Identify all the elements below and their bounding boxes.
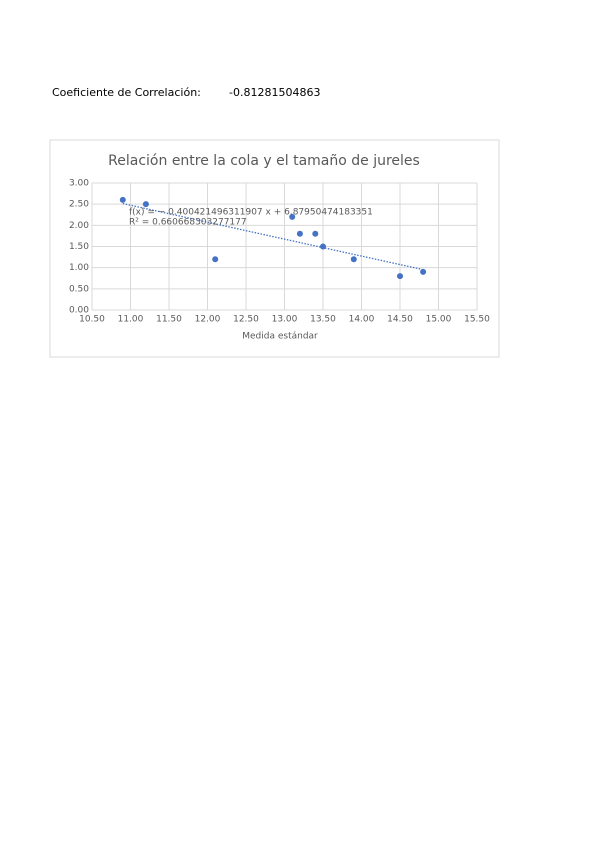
x-tick-label: 13.00 [272, 315, 298, 325]
chart-frame [49, 139, 500, 358]
y-tick-label: 3.00 [69, 179, 89, 189]
corr-value: -0.81281504863 [229, 86, 320, 99]
y-tick-label: 0.50 [69, 284, 89, 294]
y-tick-label: 2.50 [69, 200, 89, 210]
y-tick-label: 1.00 [69, 263, 89, 273]
x-tick-label: 14.00 [349, 315, 375, 325]
trend-equation: f(x) = − 0.400421496311907 x + 6.8795047… [129, 208, 373, 218]
point [350, 256, 357, 263]
y-tick-label: 0.00 [69, 306, 89, 316]
point [289, 213, 296, 220]
corr-label: Coeficiente de Correlación: [52, 86, 201, 99]
point [420, 268, 427, 275]
point [142, 201, 149, 208]
y-tick-label: 2.00 [69, 221, 89, 231]
x-tick-label: 15.00 [426, 315, 452, 325]
x-tick-label: 11.00 [118, 315, 144, 325]
chart-title: Relación entre la cola y el tamaño de ju… [108, 153, 420, 169]
point [397, 273, 403, 280]
y-tick-label: 1.50 [69, 242, 89, 252]
x-tick-label: 12.50 [233, 315, 259, 325]
point [320, 243, 326, 250]
x-tick-label: 10.50 [79, 315, 105, 325]
x-tick-label: 15.50 [464, 315, 490, 325]
x-axis-label: Medida estándar [242, 332, 318, 342]
point [119, 196, 126, 203]
x-tick-label: 13.50 [310, 315, 336, 325]
point [212, 256, 219, 263]
trend-r2: R² = 0.660668303277177 [129, 218, 247, 228]
trendline [122, 202, 424, 271]
x-tick-label: 14.50 [387, 315, 413, 325]
point [296, 230, 303, 237]
point [312, 230, 319, 237]
x-tick-label: 11.50 [156, 315, 182, 325]
x-tick-label: 12.00 [195, 315, 221, 325]
